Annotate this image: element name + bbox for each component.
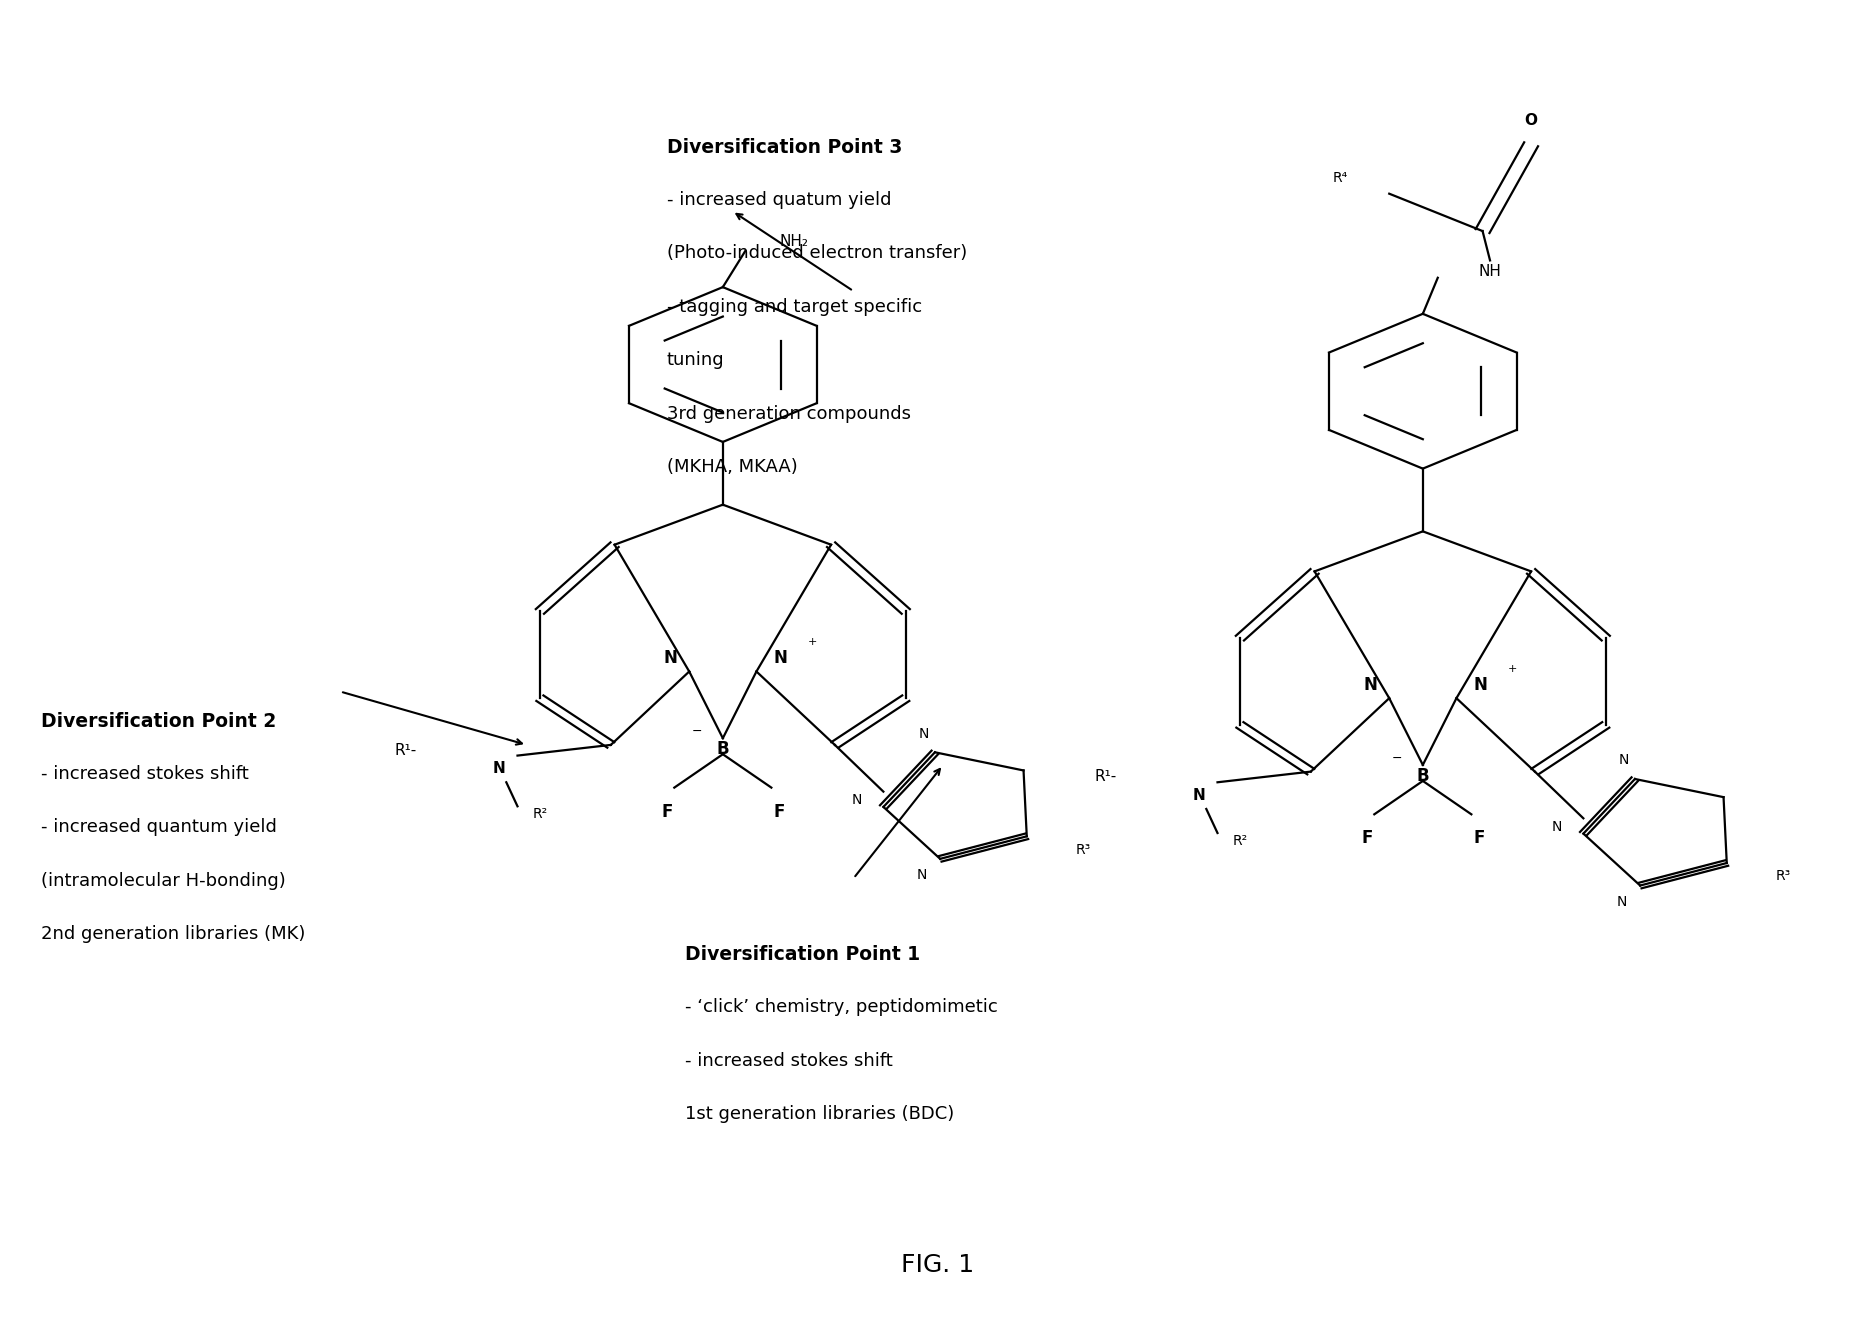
Text: R²: R² bbox=[1232, 834, 1247, 847]
Text: N: N bbox=[851, 794, 862, 807]
Text: - increased stokes shift: - increased stokes shift bbox=[41, 766, 249, 783]
Text: B: B bbox=[1416, 767, 1429, 784]
Text: - increased stokes shift: - increased stokes shift bbox=[686, 1052, 892, 1070]
Text: N: N bbox=[919, 727, 928, 740]
Text: (intramolecular H-bonding): (intramolecular H-bonding) bbox=[41, 872, 287, 889]
Text: NH₂: NH₂ bbox=[780, 234, 808, 250]
Text: F: F bbox=[772, 803, 784, 821]
Text: F: F bbox=[662, 803, 673, 821]
Text: R⁴: R⁴ bbox=[1333, 171, 1348, 185]
Text: −: − bbox=[692, 725, 701, 739]
Text: N: N bbox=[664, 649, 677, 667]
Text: N: N bbox=[917, 868, 926, 882]
Text: tuning: tuning bbox=[668, 351, 724, 369]
Text: R³: R³ bbox=[1776, 869, 1791, 884]
Text: N: N bbox=[493, 761, 504, 776]
Text: 3rd generation compounds: 3rd generation compounds bbox=[668, 404, 911, 423]
Text: 2nd generation libraries (MK): 2nd generation libraries (MK) bbox=[41, 925, 306, 943]
Text: - increased quatum yield: - increased quatum yield bbox=[668, 191, 891, 210]
Text: O: O bbox=[1524, 113, 1538, 128]
Text: F: F bbox=[1474, 830, 1485, 847]
Text: R¹-: R¹- bbox=[1095, 770, 1118, 784]
Text: N: N bbox=[1474, 676, 1487, 694]
Text: - ‘click’ chemistry, peptidomimetic: - ‘click’ chemistry, peptidomimetic bbox=[686, 998, 998, 1017]
Text: Diversification Point 3: Diversification Point 3 bbox=[668, 137, 902, 157]
Text: N: N bbox=[1618, 753, 1629, 767]
Text: 1st generation libraries (BDC): 1st generation libraries (BDC) bbox=[686, 1105, 954, 1123]
Text: B: B bbox=[716, 740, 729, 757]
Text: +: + bbox=[1508, 663, 1517, 674]
Text: - tagging and target specific: - tagging and target specific bbox=[668, 298, 922, 316]
Text: R²: R² bbox=[532, 807, 548, 822]
Text: F: F bbox=[1361, 830, 1372, 847]
Text: FIG. 1: FIG. 1 bbox=[900, 1253, 975, 1277]
Text: N: N bbox=[1192, 788, 1206, 803]
Text: −: − bbox=[1391, 752, 1402, 764]
Text: Diversification Point 1: Diversification Point 1 bbox=[686, 945, 921, 964]
Text: N: N bbox=[1363, 676, 1378, 694]
Text: N: N bbox=[774, 649, 788, 667]
Text: N: N bbox=[1616, 894, 1628, 909]
Text: Diversification Point 2: Diversification Point 2 bbox=[41, 712, 278, 731]
Text: R³: R³ bbox=[1074, 842, 1091, 857]
Text: (Photo-induced electron transfer): (Photo-induced electron transfer) bbox=[668, 244, 968, 262]
Text: R¹-: R¹- bbox=[394, 743, 416, 757]
Text: NH: NH bbox=[1479, 263, 1502, 278]
Text: +: + bbox=[808, 637, 818, 647]
Text: - increased quantum yield: - increased quantum yield bbox=[41, 818, 278, 837]
Text: N: N bbox=[1552, 821, 1562, 834]
Text: (MKHA, MKAA): (MKHA, MKAA) bbox=[668, 458, 797, 475]
